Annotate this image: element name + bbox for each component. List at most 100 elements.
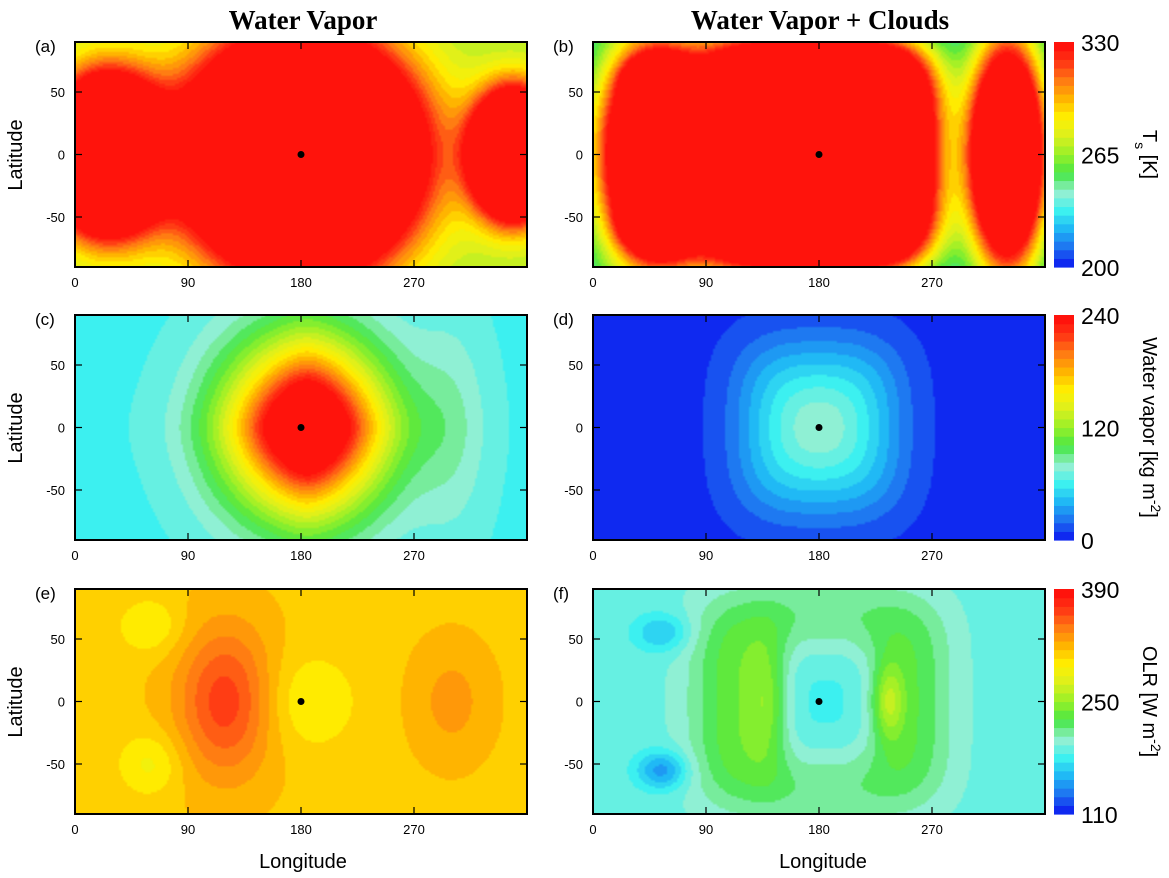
y-tick-label: 50 [51,85,65,100]
colorbar-segment [1054,197,1074,208]
colorbar-segment [1054,436,1074,446]
colorbar-segment [1054,805,1074,815]
colorbar-segment [1054,597,1074,607]
colorbar-segment [1054,85,1074,95]
colorbar-tick-label: 110 [1081,802,1118,828]
y-tick-label: 0 [58,695,65,710]
y-tick-label: 0 [576,421,583,436]
x-tick-label: 180 [808,548,830,563]
column-title-left: Water Vapor [229,5,378,35]
y-tick-label: 50 [569,632,583,647]
colorbar-segment [1054,453,1074,463]
colorbar-segment [1054,640,1074,651]
colorbar-segment [1054,111,1074,121]
y-tick-label: 50 [51,632,65,647]
colorbar-tick-label: 0 [1081,528,1094,554]
colorbar-segment [1054,744,1074,755]
colorbar-olr: 390 250 110 OLR [W m-2] [1054,577,1164,828]
colorbar-segment [1054,171,1074,182]
colorbar-segment [1054,249,1074,259]
x-tick-label: 90 [181,548,195,563]
colorbar-label: Water vapor [kg m-2] [1138,337,1164,518]
x-tick-label: 270 [403,275,425,290]
colorbar-segment [1054,128,1074,138]
x-tick-label: 0 [589,275,596,290]
y-tick-label: 0 [58,148,65,163]
colorbar-segment [1054,531,1074,541]
colorbar-segment [1054,180,1074,190]
colorbar-segment [1054,479,1074,489]
colorbar-segment [1054,241,1074,251]
colorbar-wv: 240 120 0 Water vapor [kg m-2] [1054,303,1164,554]
colorbar-ts: 330 265 200 Ts [K] [1054,30,1160,281]
panel-c: 0 90 180 270 50 0 -50 (c) [35,310,528,563]
y-axis-label-row-3: Latitude [5,666,27,737]
y-tick-label: 0 [576,695,583,710]
colorbar-segment [1054,340,1074,351]
y-tick-label: 0 [58,421,65,436]
colorbar-tick-label: 120 [1081,416,1119,442]
colorbar-segment [1054,788,1074,798]
x-tick-label: 90 [181,822,195,837]
y-tick-label: -50 [46,483,65,498]
colorbar-segment [1054,366,1074,377]
colorbar-segment [1054,59,1074,69]
x-tick-label: 270 [403,822,425,837]
colorbar-tick-label: 330 [1081,30,1119,56]
colorbar-segment [1054,189,1074,199]
x-tick-label: 180 [290,822,312,837]
panel-d: 0 90 180 270 50 0 -50 (d) [553,310,1046,563]
colorbar-segment [1054,384,1074,394]
colorbar-segment [1054,614,1074,625]
colorbar-segment [1054,505,1074,515]
colorbar-segment [1054,718,1074,729]
colorbar-segment [1054,145,1074,156]
colorbar-segment [1054,684,1074,694]
colorbar-segment [1054,154,1074,164]
y-tick-label: -50 [46,757,65,772]
colorbar-segment [1054,632,1074,642]
y-tick-label: 0 [576,148,583,163]
colorbar-segment [1054,349,1074,359]
substellar-point [297,151,305,158]
colorbar-tick-label: 390 [1081,577,1119,603]
colorbar-segment [1054,215,1074,225]
panel-label: (d) [553,310,574,329]
y-axis-label-row-1: Latitude [5,119,27,190]
colorbar-segment [1054,137,1074,147]
y-tick-label: 50 [51,358,65,373]
x-axis-label-right: Longitude [779,851,867,873]
y-tick-label: -50 [564,483,583,498]
colorbar-segment [1054,675,1074,685]
colorbar-segment [1054,76,1074,86]
y-tick-label: -50 [564,757,583,772]
colorbar-segment [1054,392,1074,403]
panel-e: 0 90 180 270 50 0 -50 (e) [35,584,528,837]
colorbar-segment [1054,427,1074,437]
colorbar-segment [1054,727,1074,737]
x-tick-label: 90 [699,822,713,837]
x-tick-label: 180 [290,548,312,563]
colorbar-segment [1054,102,1074,112]
colorbar-segment [1054,796,1074,806]
colorbar-segment [1054,401,1074,411]
colorbar-tick-label: 240 [1081,303,1119,329]
substellar-point [297,424,305,431]
colorbar-tick-label: 200 [1081,255,1119,281]
column-title-right: Water Vapor + Clouds [691,5,949,35]
colorbar-segment [1054,410,1074,420]
colorbar-segment [1054,323,1074,333]
colorbar-segment [1054,649,1074,659]
colorbar-segment [1054,692,1074,703]
x-tick-label: 270 [921,548,943,563]
panels: 0 90 180 270 50 0 -50 (a) 0 90 180 270 50 0 -50 (b) 0 90 1… [35,37,1046,837]
colorbar-segment [1054,163,1074,173]
x-tick-label: 0 [589,548,596,563]
colorbar-segment [1054,119,1074,130]
colorbar-segment [1054,315,1074,325]
colorbar-segment [1054,762,1074,772]
colorbar-segment [1054,666,1074,677]
panel-label: (f) [553,584,569,603]
x-tick-label: 180 [808,822,830,837]
